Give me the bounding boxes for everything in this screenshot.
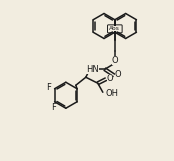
Text: F: F — [51, 103, 56, 112]
Text: O: O — [112, 56, 118, 65]
Text: Abs: Abs — [109, 26, 120, 31]
Text: F: F — [46, 83, 51, 92]
Text: O: O — [106, 74, 113, 83]
Text: O: O — [114, 70, 121, 79]
Text: OH: OH — [106, 89, 119, 98]
FancyBboxPatch shape — [108, 25, 122, 33]
Text: HN: HN — [86, 65, 99, 74]
